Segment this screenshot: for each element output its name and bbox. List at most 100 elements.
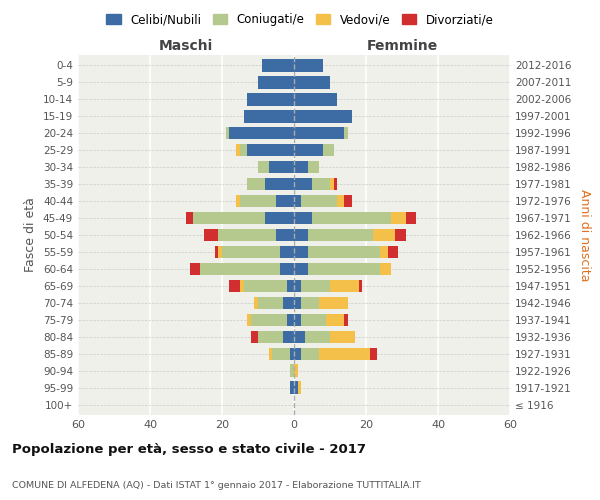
Bar bbox=[344, 194, 352, 207]
Bar bbox=[359, 280, 362, 292]
Bar bbox=[186, 212, 193, 224]
Bar bbox=[308, 246, 380, 258]
Bar bbox=[247, 93, 294, 106]
Bar bbox=[319, 348, 370, 360]
Bar bbox=[380, 246, 388, 258]
Bar bbox=[301, 296, 319, 310]
Bar bbox=[294, 194, 301, 207]
Bar bbox=[391, 212, 406, 224]
Bar bbox=[247, 314, 251, 326]
Bar bbox=[240, 280, 244, 292]
Bar bbox=[229, 126, 294, 140]
Bar bbox=[294, 160, 308, 173]
Bar bbox=[240, 144, 247, 156]
Bar bbox=[294, 228, 308, 241]
Bar bbox=[218, 228, 276, 241]
Bar bbox=[290, 382, 294, 394]
Bar bbox=[312, 178, 330, 190]
Bar bbox=[406, 212, 416, 224]
Bar bbox=[200, 262, 280, 276]
Bar bbox=[294, 348, 301, 360]
Bar bbox=[305, 330, 330, 344]
Bar bbox=[269, 348, 272, 360]
Bar bbox=[308, 228, 373, 241]
Bar bbox=[294, 246, 308, 258]
Bar bbox=[254, 296, 258, 310]
Bar bbox=[258, 76, 294, 88]
Bar bbox=[344, 314, 348, 326]
Bar bbox=[294, 280, 301, 292]
Bar bbox=[337, 194, 344, 207]
Bar bbox=[287, 314, 294, 326]
Bar bbox=[294, 144, 323, 156]
Bar bbox=[294, 126, 344, 140]
Bar bbox=[334, 178, 337, 190]
Bar bbox=[294, 382, 298, 394]
Bar bbox=[294, 212, 312, 224]
Bar bbox=[330, 178, 334, 190]
Bar bbox=[193, 212, 265, 224]
Bar bbox=[294, 59, 323, 72]
Bar bbox=[373, 228, 395, 241]
Bar bbox=[395, 228, 406, 241]
Bar bbox=[236, 194, 240, 207]
Y-axis label: Fasce di età: Fasce di età bbox=[25, 198, 37, 272]
Bar bbox=[247, 144, 294, 156]
Bar bbox=[290, 348, 294, 360]
Bar bbox=[251, 314, 287, 326]
Bar bbox=[388, 246, 398, 258]
Bar bbox=[258, 330, 283, 344]
Bar bbox=[294, 93, 337, 106]
Bar bbox=[294, 110, 352, 122]
Text: Femmine: Femmine bbox=[367, 40, 437, 54]
Bar bbox=[251, 330, 258, 344]
Bar bbox=[330, 280, 359, 292]
Bar bbox=[330, 330, 355, 344]
Bar bbox=[226, 126, 229, 140]
Bar bbox=[294, 364, 298, 377]
Bar bbox=[370, 348, 377, 360]
Text: Maschi: Maschi bbox=[159, 40, 213, 54]
Bar bbox=[204, 228, 218, 241]
Bar bbox=[319, 296, 348, 310]
Bar bbox=[272, 348, 290, 360]
Text: COMUNE DI ALFEDENA (AQ) - Dati ISTAT 1° gennaio 2017 - Elaborazione TUTTITALIA.I: COMUNE DI ALFEDENA (AQ) - Dati ISTAT 1° … bbox=[12, 480, 421, 490]
Bar bbox=[247, 178, 265, 190]
Bar bbox=[301, 314, 326, 326]
Bar bbox=[236, 144, 240, 156]
Bar bbox=[294, 296, 301, 310]
Bar bbox=[308, 262, 380, 276]
Bar bbox=[240, 194, 276, 207]
Bar bbox=[262, 59, 294, 72]
Bar bbox=[276, 194, 294, 207]
Bar bbox=[280, 262, 294, 276]
Bar bbox=[215, 246, 218, 258]
Bar bbox=[287, 280, 294, 292]
Bar bbox=[294, 76, 330, 88]
Bar bbox=[265, 212, 294, 224]
Bar bbox=[244, 280, 287, 292]
Bar bbox=[229, 280, 240, 292]
Bar bbox=[294, 330, 305, 344]
Bar bbox=[276, 228, 294, 241]
Legend: Celibi/Nubili, Coniugati/e, Vedovi/e, Divorziati/e: Celibi/Nubili, Coniugati/e, Vedovi/e, Di… bbox=[101, 8, 499, 31]
Bar bbox=[280, 246, 294, 258]
Bar bbox=[301, 194, 337, 207]
Bar bbox=[326, 314, 344, 326]
Bar bbox=[265, 178, 294, 190]
Bar bbox=[301, 348, 319, 360]
Bar bbox=[258, 296, 283, 310]
Text: Popolazione per età, sesso e stato civile - 2017: Popolazione per età, sesso e stato civil… bbox=[12, 442, 366, 456]
Bar bbox=[298, 382, 301, 394]
Bar bbox=[290, 364, 294, 377]
Bar bbox=[269, 160, 294, 173]
Bar bbox=[312, 212, 391, 224]
Bar bbox=[344, 126, 348, 140]
Bar bbox=[222, 246, 280, 258]
Bar bbox=[380, 262, 391, 276]
Bar bbox=[308, 160, 319, 173]
Bar bbox=[218, 246, 222, 258]
Bar bbox=[294, 262, 308, 276]
Bar bbox=[294, 314, 301, 326]
Bar bbox=[258, 160, 269, 173]
